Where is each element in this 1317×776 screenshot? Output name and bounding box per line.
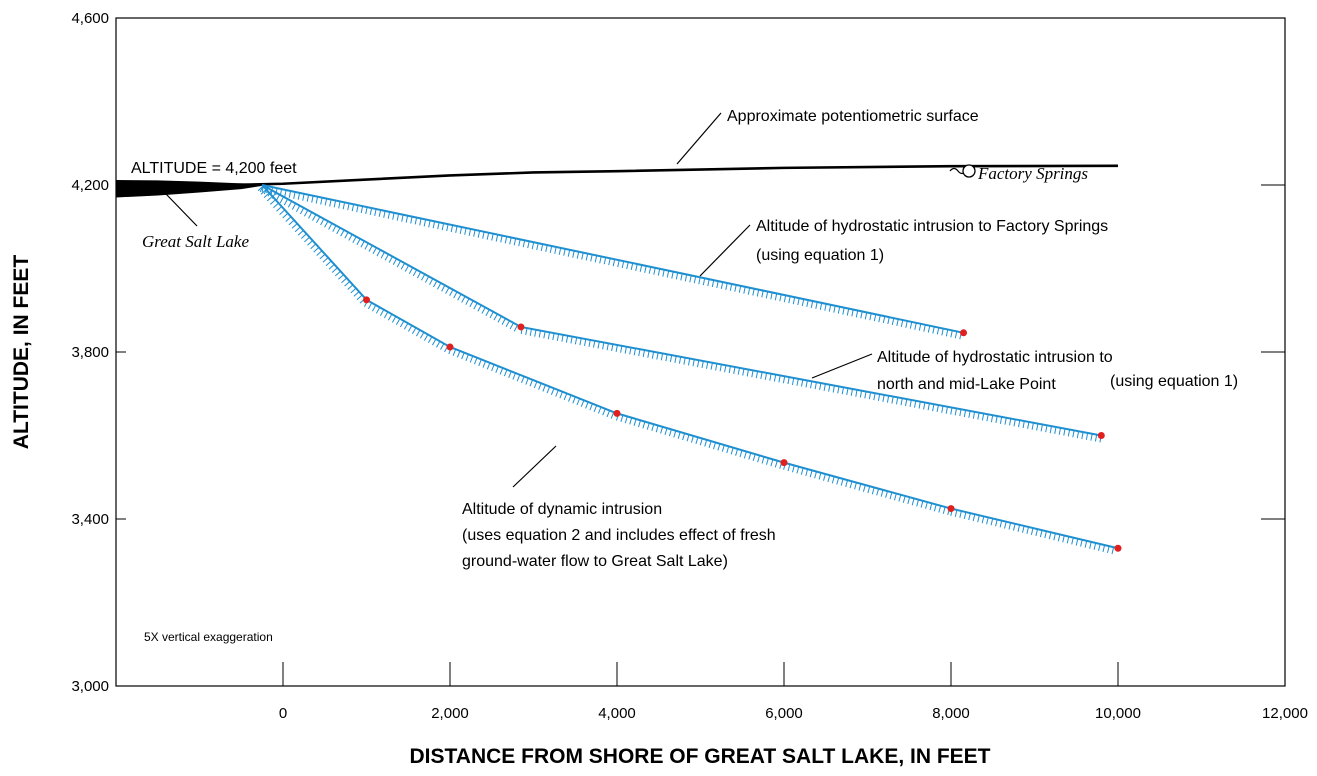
x-tick-label: 2,000 <box>431 705 469 722</box>
y-tick-label: 3,800 <box>71 344 109 361</box>
x-tick-label: 0 <box>279 705 287 722</box>
x-tick-label: 10,000 <box>1095 705 1141 722</box>
data-point <box>613 409 621 417</box>
annotation-leaders <box>165 112 976 488</box>
x-tick-label: 12,000 <box>1262 705 1308 722</box>
y-tick-label: 3,000 <box>71 678 109 695</box>
series-1-line <box>115 164 1119 188</box>
dynamic-leader <box>512 445 557 488</box>
spring-circle-icon <box>962 164 976 178</box>
x-tick-label: 4,000 <box>598 705 636 722</box>
altitude-label: ALTITUDE = 4,200 feet <box>131 160 297 177</box>
hydro-fs-leader <box>699 224 751 277</box>
series-3-hatch <box>259 185 1102 443</box>
y-tick-label: 4,600 <box>71 10 109 27</box>
dynamic-label-1: Altitude of dynamic intrusion <box>462 501 662 518</box>
potentiometric-label: Approximate potentiometric surface <box>727 108 979 125</box>
y-tick-label: 3,400 <box>71 511 109 528</box>
hydro-fs-label-2: (using equation 1) <box>756 247 884 264</box>
points-layer <box>363 296 1122 552</box>
series-4-line <box>261 184 1119 550</box>
potentiometric-leader <box>676 112 722 165</box>
great-salt-lake-leader <box>165 193 198 227</box>
hydro-nm-label-2: north and mid-Lake Point <box>877 376 1056 393</box>
axis-ticks: 0 2,000 4,000 6,000 8,000 10,000 12,000 3,000 3,… <box>71 10 1307 722</box>
data-point <box>1114 544 1122 552</box>
y-axis-title: ALTITUDE, IN FEET <box>10 255 33 450</box>
data-point <box>446 343 454 351</box>
x-axis-title: DISTANCE FROM SHORE OF GREAT SALT LAKE, … <box>410 745 991 768</box>
data-point <box>780 459 788 467</box>
data-point <box>960 329 968 337</box>
hydro-nm-label-1: Altitude of hydrostatic intrusion to <box>877 349 1113 366</box>
series-2-line <box>261 184 964 334</box>
great-salt-lake-wedge <box>116 179 263 198</box>
x-tick-label: 6,000 <box>765 705 803 722</box>
exaggeration-note: 5X vertical exaggeration <box>144 630 273 644</box>
data-point <box>363 296 370 304</box>
lake-surface <box>116 179 263 198</box>
series-2-hatch <box>261 185 962 340</box>
series-4-hatch <box>257 185 1115 555</box>
dynamic-label-2: (uses equation 2 and includes effect of … <box>462 527 776 544</box>
y-tick-label: 4,200 <box>71 177 109 194</box>
dynamic-label-3: ground-water flow to Great Salt Lake) <box>462 553 728 570</box>
data-point <box>947 505 955 513</box>
hydro-nm-leader <box>811 353 873 379</box>
data-point <box>1097 432 1105 439</box>
hydro-fs-label-1: Altitude of hydrostatic intrusion to Fac… <box>756 218 1108 235</box>
x-tick-label: 8,000 <box>932 705 970 722</box>
great-salt-lake-label: Great Salt Lake <box>142 232 249 251</box>
hydro-nm-label-3: (using equation 1) <box>1110 373 1238 390</box>
data-point <box>517 323 525 331</box>
factory-springs-label: Factory Springs <box>977 164 1088 183</box>
